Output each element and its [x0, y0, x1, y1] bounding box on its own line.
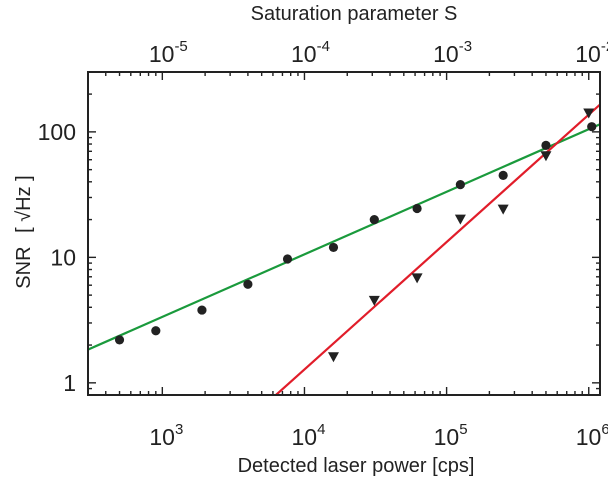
y-tick-label: 100 [38, 119, 76, 145]
circle-point [282, 254, 293, 264]
data-points [114, 108, 597, 363]
top-tick-label: 10-5 [149, 38, 188, 67]
plot-frame [87, 71, 601, 396]
x-tick-label: 105 [434, 421, 468, 450]
circle-point [587, 122, 597, 132]
top-tick-label: 10-4 [291, 38, 330, 67]
circle-point [541, 140, 551, 151]
axis-ticks [87, 71, 600, 396]
x-tick-label: 104 [291, 421, 325, 450]
top-tick-label-base: 10 [575, 41, 601, 67]
fit-line-2 [275, 103, 600, 395]
triangle-point [497, 204, 509, 215]
circle-point [243, 279, 253, 289]
x-tick-label: 106 [576, 421, 608, 450]
triangle-point [454, 214, 466, 225]
top-tick-label-exp: -2 [601, 38, 608, 55]
triangle-point [368, 295, 380, 306]
x-tick-label-exp: 6 [601, 421, 608, 438]
y-axis-unit: [ √Hz ] [13, 175, 35, 233]
triangle-point [583, 108, 595, 119]
circle-point [114, 335, 125, 345]
circle-point [455, 180, 465, 190]
y-tick-label: 10 [50, 244, 76, 270]
fit-line-1 [88, 123, 600, 351]
x-axis-title: Detected laser power [cps] [238, 455, 475, 477]
x-tick-label-base: 10 [434, 424, 460, 450]
triangle-point [540, 151, 552, 162]
circle-point [498, 170, 508, 180]
y-axis-title: SNR [ √Hz ] [13, 175, 35, 288]
top-tick-label-exp: -5 [174, 38, 187, 55]
x-tick-label: 103 [149, 421, 183, 450]
x-tick-label-base: 10 [291, 424, 317, 450]
x-tick-label-base: 10 [149, 424, 175, 450]
y-tick-label: 1 [63, 370, 76, 396]
circle-point [197, 305, 207, 315]
x-tick-label-exp: 3 [175, 421, 183, 438]
circle-point [151, 326, 161, 336]
circle-point [412, 203, 422, 214]
top-axis-title: Saturation parameter S [251, 3, 458, 25]
x-tick-label-exp: 4 [317, 421, 325, 438]
top-tick-label-base: 10 [149, 41, 175, 67]
top-tick-label-base: 10 [433, 41, 459, 67]
top-tick-label-base: 10 [291, 41, 317, 67]
x-tick-label-exp: 5 [459, 421, 467, 438]
top-tick-label: 10-3 [433, 38, 472, 67]
top-tick-label-exp: -3 [459, 38, 472, 55]
y-axis-title-text: SNR [13, 246, 35, 288]
top-tick-label-exp: -4 [317, 38, 330, 55]
fit-lines [88, 103, 600, 395]
x-tick-label-base: 10 [576, 424, 602, 450]
circle-point [328, 242, 339, 253]
triangle-point [327, 352, 339, 363]
circle-point [369, 214, 379, 225]
top-tick-label: 10-2 [575, 38, 608, 67]
triangle-point [411, 273, 423, 284]
